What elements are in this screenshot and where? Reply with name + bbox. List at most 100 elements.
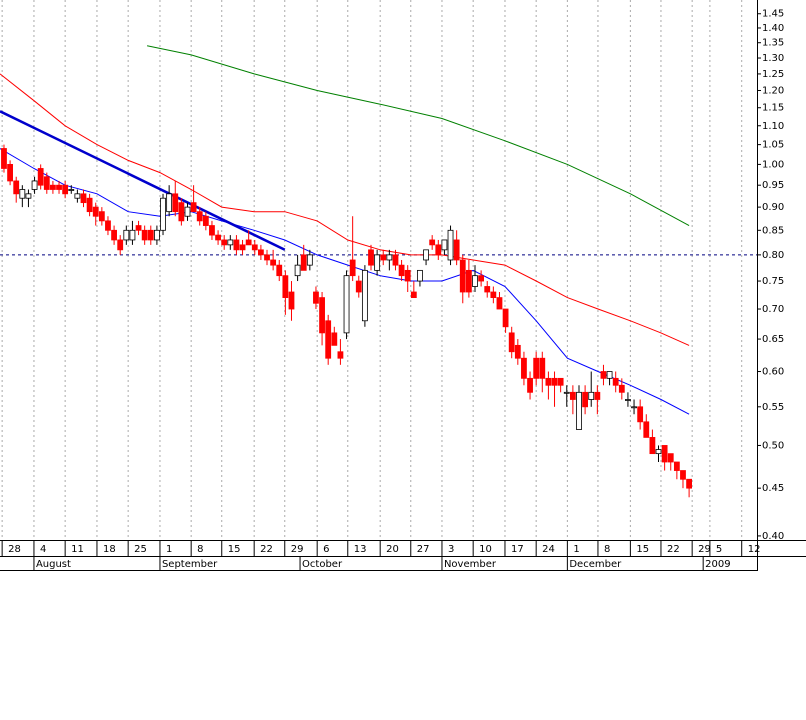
candle-body	[417, 269, 423, 282]
x-tick-label: 6	[323, 544, 329, 555]
candle-body	[557, 377, 564, 386]
candle-body	[637, 406, 644, 423]
candle-body	[135, 225, 142, 231]
candle-body	[606, 371, 613, 379]
candle-body	[98, 211, 105, 222]
candle-body	[147, 229, 154, 241]
candle-body	[251, 244, 258, 251]
x-tick-label: 29	[698, 544, 711, 555]
candle-body	[141, 229, 148, 241]
candle-body	[588, 391, 595, 400]
candle-body	[441, 239, 448, 251]
candle-body	[545, 377, 552, 386]
candle-body	[472, 275, 478, 287]
candle-body	[56, 184, 62, 190]
y-tick-label: 0.45	[762, 483, 784, 494]
candle-body	[563, 391, 570, 394]
candle-body	[50, 184, 56, 190]
candle-body	[196, 211, 203, 222]
candle-body	[490, 291, 497, 298]
candle-body	[643, 421, 650, 438]
candle-body	[465, 269, 472, 293]
y-tick-label: 0.80	[762, 250, 784, 261]
candle-body	[117, 239, 124, 251]
candle-body	[154, 229, 160, 241]
x-tick-label: 8	[604, 544, 610, 555]
candle-body	[288, 291, 295, 310]
month-label: August	[36, 559, 71, 570]
month-label: September	[162, 559, 218, 570]
candle-body	[576, 391, 582, 430]
x-tick-label: 25	[134, 544, 147, 555]
candle-body	[215, 234, 221, 241]
candle-body	[478, 275, 485, 282]
moving-average	[0, 110, 286, 251]
candle-body	[19, 189, 26, 199]
moving-average	[146, 45, 690, 227]
candle-body	[294, 264, 301, 277]
y-tick-label: 1.25	[762, 69, 784, 80]
x-tick-label: 15	[636, 544, 649, 555]
month-label: October	[302, 559, 343, 570]
y-tick-label: 0.85	[762, 225, 784, 236]
y-tick-label: 1.00	[762, 159, 784, 170]
candle-body	[43, 176, 50, 190]
candle-body	[355, 280, 362, 293]
candle-body	[282, 275, 289, 298]
candle-body	[551, 377, 558, 386]
candle-body	[233, 239, 240, 251]
candle-body	[37, 168, 44, 186]
y-tick-label: 1.45	[762, 9, 784, 20]
candle-body	[484, 286, 491, 293]
candle-body	[680, 470, 686, 480]
candle-body	[686, 478, 692, 489]
y-tick-label: 0.65	[762, 334, 784, 345]
candle-body	[361, 269, 368, 322]
candle-body	[667, 453, 674, 463]
candle-body	[62, 184, 69, 195]
candle-body	[521, 357, 527, 379]
candle-body	[313, 291, 319, 304]
moving-average	[0, 148, 690, 415]
candle-body	[123, 229, 130, 241]
candle-body	[239, 244, 246, 251]
x-tick-label: 10	[479, 544, 492, 555]
y-tick-label: 0.70	[762, 304, 784, 315]
y-tick-label: 1.30	[762, 53, 784, 64]
candle-body	[582, 391, 589, 408]
candle-body	[227, 239, 234, 246]
candle-body	[539, 357, 546, 379]
candle-body	[600, 371, 607, 379]
x-tick-label: 29	[291, 544, 304, 555]
candle-body	[209, 225, 215, 236]
y-tick-label: 0.40	[762, 531, 784, 542]
candle-body	[264, 254, 270, 261]
candle-body	[661, 445, 668, 463]
candle-body	[569, 391, 576, 400]
candle-body	[398, 264, 405, 277]
x-tick-label: 15	[228, 544, 241, 555]
x-tick-label: 27	[417, 544, 430, 555]
candle-body	[325, 320, 332, 359]
x-tick-label: 5	[716, 544, 722, 555]
x-tick-label: 22	[667, 544, 680, 555]
candle-body	[508, 332, 515, 353]
candle-body	[92, 206, 99, 217]
candle-body	[594, 391, 601, 400]
y-tick-label: 0.75	[762, 276, 784, 287]
candle-body	[270, 259, 277, 266]
y-tick-label: 0.50	[762, 440, 784, 451]
candle-body	[331, 332, 338, 346]
x-tick-label: 24	[542, 544, 555, 555]
candle-body	[166, 193, 173, 213]
candle-body	[221, 239, 228, 246]
candle-body	[13, 180, 20, 195]
candle-body	[453, 239, 460, 261]
x-tick-label: 4	[40, 544, 46, 555]
candle-body	[343, 275, 350, 334]
y-tick-label: 1.40	[762, 23, 784, 34]
candle-body	[386, 254, 393, 261]
candle-body	[257, 249, 264, 256]
candle-body	[447, 229, 454, 261]
